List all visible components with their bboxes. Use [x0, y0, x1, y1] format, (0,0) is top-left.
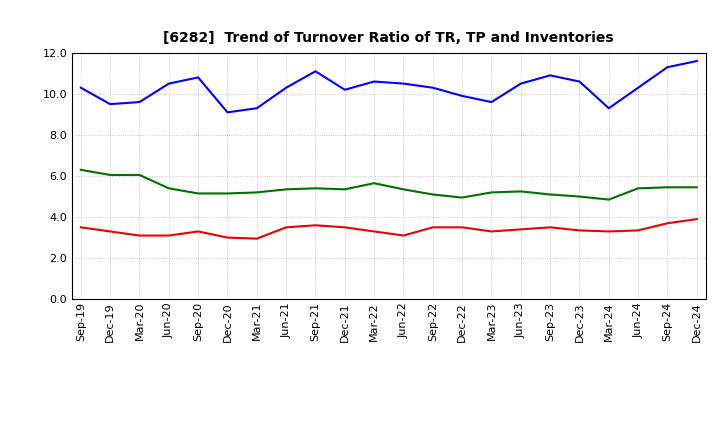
Trade Receivables [106, 229, 114, 234]
Trade Receivables [341, 225, 349, 230]
Trade Payables [135, 99, 144, 105]
Trade Receivables [282, 225, 290, 230]
Trade Payables [605, 106, 613, 111]
Trade Payables [282, 85, 290, 90]
Line: Trade Receivables: Trade Receivables [81, 219, 697, 238]
Trade Payables [575, 79, 584, 84]
Trade Payables [106, 102, 114, 107]
Inventories [311, 186, 320, 191]
Inventories [76, 167, 85, 172]
Trade Receivables [223, 235, 232, 240]
Trade Receivables [516, 227, 525, 232]
Trade Receivables [458, 225, 467, 230]
Inventories [399, 187, 408, 192]
Line: Inventories: Inventories [81, 170, 697, 200]
Inventories [575, 194, 584, 199]
Inventories [428, 192, 437, 197]
Trade Receivables [546, 225, 554, 230]
Inventories [546, 192, 554, 197]
Trade Receivables [253, 236, 261, 241]
Trade Receivables [575, 228, 584, 233]
Inventories [370, 180, 379, 186]
Trade Payables [76, 85, 85, 90]
Trade Receivables [605, 229, 613, 234]
Trade Receivables [311, 223, 320, 228]
Trade Payables [164, 81, 173, 86]
Trade Payables [663, 65, 672, 70]
Trade Payables [428, 85, 437, 90]
Inventories [253, 190, 261, 195]
Trade Payables [693, 59, 701, 64]
Trade Payables [253, 106, 261, 111]
Inventories [693, 185, 701, 190]
Inventories [605, 197, 613, 202]
Inventories [194, 191, 202, 196]
Trade Payables [311, 69, 320, 74]
Trade Payables [223, 110, 232, 115]
Inventories [634, 186, 642, 191]
Trade Payables [399, 81, 408, 86]
Trade Receivables [428, 225, 437, 230]
Trade Receivables [135, 233, 144, 238]
Trade Payables [546, 73, 554, 78]
Trade Receivables [370, 229, 379, 234]
Inventories [135, 172, 144, 178]
Inventories [164, 186, 173, 191]
Trade Payables [634, 85, 642, 90]
Trade Payables [458, 93, 467, 99]
Trade Receivables [194, 229, 202, 234]
Inventories [106, 172, 114, 178]
Trade Payables [194, 75, 202, 80]
Trade Payables [370, 79, 379, 84]
Inventories [487, 190, 496, 195]
Trade Receivables [634, 228, 642, 233]
Trade Receivables [399, 233, 408, 238]
Inventories [223, 191, 232, 196]
Trade Receivables [693, 216, 701, 222]
Trade Receivables [487, 229, 496, 234]
Inventories [663, 185, 672, 190]
Trade Payables [341, 87, 349, 92]
Trade Payables [487, 99, 496, 105]
Title: [6282]  Trend of Turnover Ratio of TR, TP and Inventories: [6282] Trend of Turnover Ratio of TR, TP… [163, 31, 614, 45]
Trade Receivables [76, 225, 85, 230]
Trade Receivables [164, 233, 173, 238]
Inventories [516, 189, 525, 194]
Trade Receivables [663, 220, 672, 226]
Inventories [458, 195, 467, 200]
Inventories [341, 187, 349, 192]
Trade Payables [516, 81, 525, 86]
Line: Trade Payables: Trade Payables [81, 61, 697, 112]
Inventories [282, 187, 290, 192]
